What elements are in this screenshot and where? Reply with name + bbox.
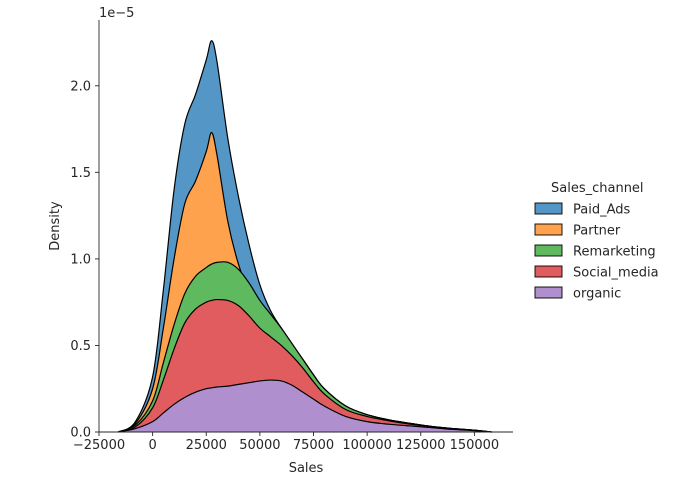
y-tick-label: 2.0: [70, 79, 91, 94]
legend-entry: Remarketing: [573, 245, 656, 260]
legend-entry: Social_media: [573, 266, 659, 281]
y-offset-label: 1e−5: [99, 6, 134, 21]
area-outline-social-media: [118, 298, 492, 433]
legend-swatch: [534, 244, 563, 257]
x-tick-label: 100000: [342, 438, 392, 453]
x-tick-label: 0: [148, 438, 156, 453]
legend-title: Sales_channel: [551, 181, 644, 196]
legend-swatch: [534, 223, 563, 236]
y-axis-label: Density: [48, 201, 63, 251]
area-outline-remarketing: [118, 261, 492, 433]
x-tick-label: 50000: [239, 438, 280, 453]
stacked-areas: [118, 40, 492, 433]
x-tick-label: 75000: [293, 438, 334, 453]
y-ticks: 0.0 0.5 1.0 1.5 2.0: [70, 79, 99, 441]
x-tick-label: 125000: [396, 438, 446, 453]
axes: −25000 0 25000 50000 75000 100000 125000 150000…: [70, 20, 513, 453]
legend-swatch: [534, 202, 563, 215]
x-tick-label: −25000: [73, 438, 125, 453]
x-axis-label: Sales: [289, 461, 324, 476]
y-tick-label: 0.5: [70, 339, 91, 354]
area-organic: [118, 380, 492, 432]
y-tick-label: 0.0: [70, 426, 91, 441]
y-tick-label: 1.5: [70, 166, 91, 181]
legend-swatch: [534, 265, 563, 278]
legend-swatch: [534, 286, 563, 299]
y-tick-label: 1.0: [70, 252, 91, 267]
x-tick-label: 25000: [186, 438, 227, 453]
legend-entry: Partner: [573, 224, 621, 239]
area-outline-organic: [118, 379, 492, 433]
x-tick-label: 150000: [450, 438, 500, 453]
legend-entry: Paid_Ads: [573, 203, 631, 218]
legend: Sales_channel Paid_Ads Partner Remarketing…: [534, 181, 659, 302]
x-ticks: −25000 0 25000 50000 75000 100000 125000 150000: [73, 432, 499, 453]
legend-entry: organic: [573, 287, 621, 302]
